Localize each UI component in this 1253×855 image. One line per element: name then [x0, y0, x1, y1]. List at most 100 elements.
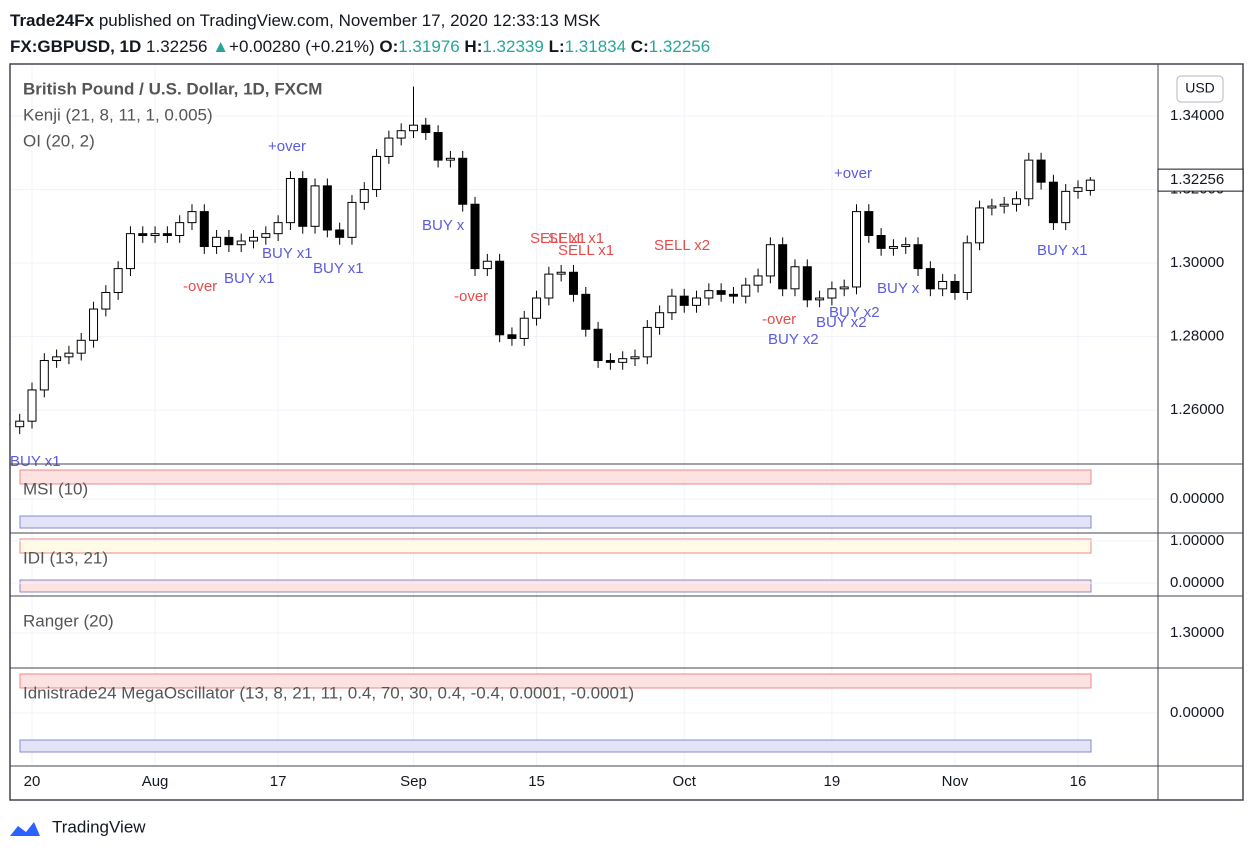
- candle-body: [765, 244, 775, 277]
- candle-body: [864, 211, 874, 237]
- signal-annotation: +over: [268, 138, 306, 155]
- signal-annotation: BUY x: [877, 280, 920, 297]
- signal-annotation: SELL x1: [558, 242, 614, 259]
- candle-body: [27, 389, 37, 422]
- y-tick-label: 1.34000: [1170, 107, 1224, 124]
- indicator-label: OI (20, 2): [23, 131, 95, 150]
- x-tick-label: Aug: [142, 773, 169, 790]
- signal-annotation: BUY x: [422, 217, 465, 234]
- candle-body: [1085, 179, 1095, 191]
- candle-body: [15, 420, 25, 428]
- candle-body: [175, 222, 185, 237]
- panel-label: MSI (10): [23, 479, 88, 498]
- last-price: 1.32256: [146, 37, 208, 56]
- candle-body: [384, 137, 394, 157]
- candle-body: [778, 244, 788, 290]
- candle-body: [1061, 190, 1071, 224]
- candle-body: [716, 290, 726, 295]
- candle-body: [519, 317, 529, 339]
- candle-body: [938, 280, 948, 290]
- candle-body: [273, 222, 283, 235]
- candle-body: [876, 235, 886, 249]
- signal-annotation: BUY x2: [829, 304, 880, 321]
- candle-body: [359, 189, 369, 203]
- candle-body: [888, 246, 898, 249]
- candle-body: [532, 297, 542, 319]
- candle-body: [39, 360, 49, 391]
- candle-body: [89, 308, 99, 341]
- candle-body: [285, 178, 295, 224]
- panel-band: [19, 538, 1092, 554]
- candle-body: [987, 205, 997, 209]
- candle-body: [421, 124, 431, 134]
- panel-band: [19, 515, 1092, 529]
- y-tick-label: 1.26000: [1170, 401, 1224, 418]
- candle-body: [704, 290, 714, 299]
- y-tick-label: 0.00000: [1170, 490, 1224, 507]
- candle-body: [224, 236, 234, 246]
- candle-body: [605, 360, 615, 363]
- y-tick-label: 1.00000: [1170, 532, 1224, 549]
- candle-body: [150, 233, 160, 237]
- x-tick-label: 16: [1070, 773, 1087, 790]
- logo-icon: [10, 822, 40, 836]
- candle-body: [692, 297, 702, 306]
- signal-annotation: BUY x1: [313, 260, 364, 277]
- candle-body: [199, 211, 209, 248]
- candle-body: [581, 293, 591, 330]
- candle-body: [125, 233, 135, 270]
- symbol: FX:GBPUSD, 1D: [10, 37, 142, 56]
- candle-body: [482, 260, 492, 270]
- candle-body: [101, 291, 111, 310]
- candle-body: [249, 236, 259, 242]
- signal-annotation: BUY x2: [816, 314, 867, 331]
- y-tick-label: 0.00000: [1170, 574, 1224, 591]
- candle-body: [495, 260, 505, 336]
- currency: USD: [1185, 80, 1215, 96]
- candle-body: [667, 295, 677, 314]
- candle-body: [839, 286, 849, 290]
- candle-body: [76, 339, 86, 354]
- indicator-label: Kenji (21, 8, 11, 1, 0.005): [23, 105, 213, 124]
- candle-body: [593, 328, 603, 362]
- candle-body: [753, 275, 763, 286]
- signal-annotation: BUY x1: [224, 270, 275, 287]
- signal-annotation: BUY x2: [768, 331, 819, 348]
- candle-body: [679, 295, 689, 306]
- signal-annotation: BUY x1: [1037, 242, 1088, 259]
- currency-button[interactable]: [1176, 75, 1224, 103]
- signal-annotation: -over: [183, 278, 217, 295]
- candle-body: [544, 273, 554, 299]
- change: +0.00280 (+0.21%): [229, 37, 375, 56]
- signal-annotation: -over: [454, 288, 488, 305]
- candle-body: [138, 233, 148, 237]
- candle-body: [1036, 159, 1046, 183]
- panel-band: [19, 579, 1092, 593]
- panel-band: [19, 739, 1092, 753]
- background: [10, 64, 1158, 766]
- x-tick-label: Sep: [400, 773, 427, 790]
- signal-annotation: SELL x1: [530, 230, 586, 247]
- candle-body: [852, 211, 862, 288]
- c-value: 1.32256: [648, 37, 711, 56]
- footer: TradingView: [52, 817, 146, 836]
- h-value: 1.32339: [482, 37, 544, 56]
- panel-label: IDI (13, 21): [23, 548, 108, 567]
- candle-body: [396, 130, 406, 139]
- candle-body: [433, 132, 443, 161]
- candle-body: [445, 157, 455, 161]
- candle-body: [1024, 159, 1034, 200]
- panel-label: Idnistrade24 MegaOscillator (13, 8, 21, …: [23, 683, 634, 702]
- candle-body: [64, 352, 74, 358]
- x-tick-label: 17: [270, 773, 287, 790]
- candle-body: [962, 242, 972, 293]
- h-label: H:: [464, 37, 483, 56]
- candle-body: [347, 201, 357, 238]
- candle-body: [470, 203, 480, 270]
- x-tick-label: Oct: [673, 773, 697, 790]
- candle-body: [827, 288, 837, 299]
- logo: [10, 822, 40, 836]
- candle-body: [618, 358, 628, 363]
- x-tick-label: 20: [24, 773, 41, 790]
- header: Trade24Fx published on TradingView.com, …: [10, 8, 710, 60]
